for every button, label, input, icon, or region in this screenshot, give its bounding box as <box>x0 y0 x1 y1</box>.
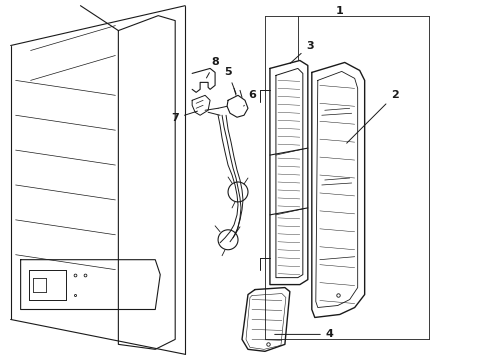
Text: 7: 7 <box>172 111 197 123</box>
Text: 5: 5 <box>224 67 236 94</box>
Text: 3: 3 <box>290 41 314 64</box>
Text: 2: 2 <box>347 90 398 143</box>
Text: 4: 4 <box>275 329 334 339</box>
Text: 1: 1 <box>336 6 343 15</box>
Text: 6: 6 <box>244 90 256 106</box>
Text: 8: 8 <box>206 58 219 78</box>
